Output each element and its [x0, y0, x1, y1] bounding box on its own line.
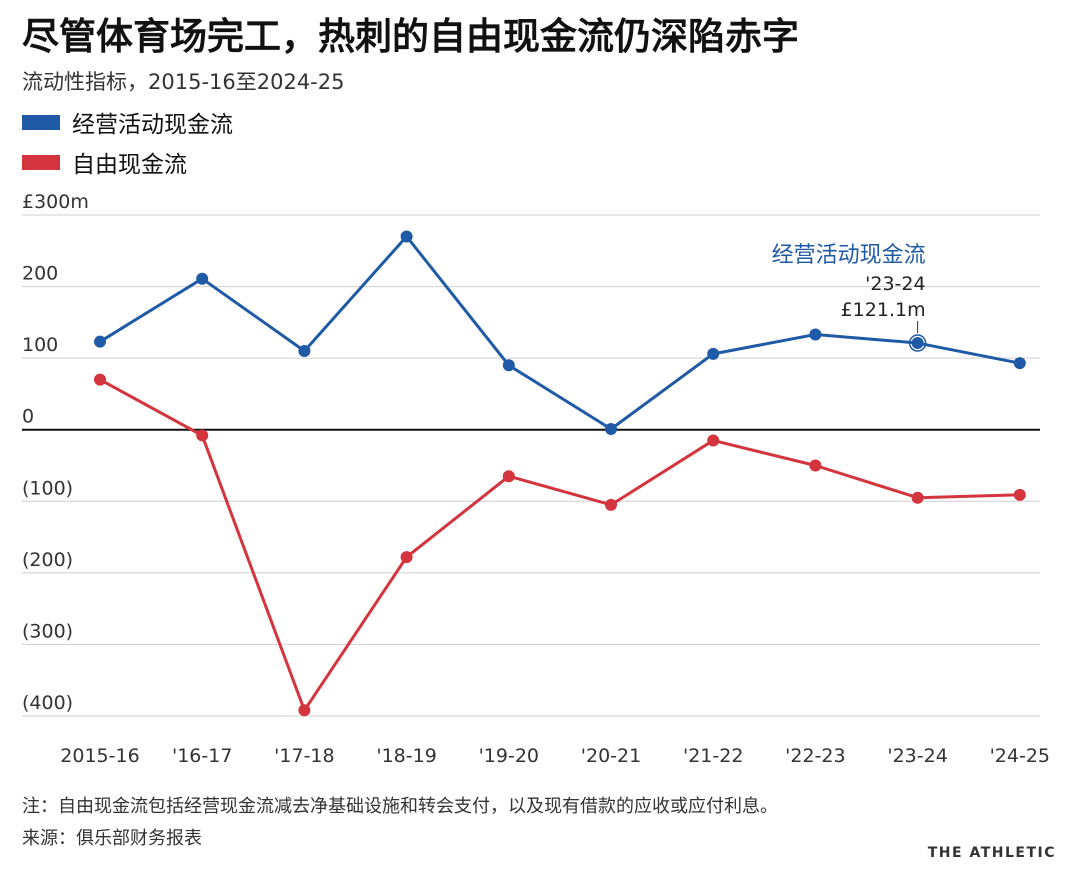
data-point	[196, 272, 209, 285]
x-tick-label: '23-24	[887, 745, 947, 767]
x-tick-label: '17-18	[274, 745, 334, 767]
data-point	[809, 328, 822, 341]
legend-swatch-free	[22, 154, 60, 170]
data-point	[298, 704, 311, 717]
data-point	[400, 230, 413, 243]
data-point	[911, 491, 924, 504]
footnote: 注：自由现金流包括经营现金流减去净基础设施和转会支付，以及现有借款的应收或应付利…	[22, 796, 778, 817]
data-point	[1013, 357, 1026, 370]
legend-item-free: 自由现金流	[22, 142, 233, 182]
x-tick-label: '18-19	[376, 745, 436, 767]
y-tick-label: (400)	[22, 692, 73, 714]
annotation-layer: 经营活动现金流 '23-24 £121.1m	[772, 243, 927, 352]
data-point	[196, 429, 209, 442]
data-point	[400, 551, 413, 564]
data-point	[605, 422, 617, 435]
x-tick-label: '19-20	[479, 745, 539, 767]
y-tick-label: 100	[22, 334, 58, 356]
data-point	[707, 434, 720, 447]
legend-label-operating: 经营活动现金流	[72, 112, 233, 138]
brand-logo: THE ATHLETIC	[927, 845, 1056, 861]
legend-item-operating: 经营活动现金流	[22, 102, 233, 142]
chart-subtitle: 流动性指标，2015-16至2024-25	[22, 70, 345, 94]
y-tick-label: (200)	[22, 549, 73, 571]
y-tick-label: (300)	[22, 620, 73, 642]
x-tick-label: '16-17	[172, 745, 232, 767]
x-tick-label: 2015-16	[60, 745, 139, 767]
x-tick-label: '22-23	[785, 745, 845, 767]
legend: 经营活动现金流 自由现金流	[22, 102, 233, 182]
series-operating-cash-flow	[94, 230, 1026, 435]
data-point	[502, 470, 515, 483]
data-point	[94, 373, 106, 386]
series-free-cash-flow	[94, 373, 1026, 717]
data-point	[502, 359, 515, 372]
y-tick-label: £300m	[22, 191, 89, 213]
legend-swatch-operating	[22, 114, 60, 130]
legend-label-free: 自由现金流	[72, 152, 187, 178]
chart-title: 尽管体育场完工，热刺的自由现金流仍深陷赤字	[22, 15, 799, 58]
x-tick-label: '20-21	[581, 745, 641, 767]
data-point	[605, 498, 617, 511]
annotation-category: '23-24	[865, 273, 925, 295]
annotation-highlight-ring	[908, 334, 927, 352]
data-point	[809, 459, 822, 472]
x-tick-label: '21-22	[683, 745, 743, 767]
data-point	[707, 347, 720, 360]
x-tick-label: '24-25	[990, 745, 1050, 767]
data-point	[298, 344, 311, 357]
series-line	[99, 234, 1021, 431]
data-point	[911, 337, 924, 350]
series-line	[99, 378, 1020, 712]
annotation-series-label: 经营活动现金流	[772, 243, 926, 268]
source-note: 来源：俱乐部财务报表	[22, 828, 202, 849]
data-point	[1013, 488, 1026, 501]
series-layer	[94, 230, 1026, 717]
y-tick-label: (100)	[22, 477, 73, 499]
y-tick-label: 200	[22, 263, 58, 285]
x-axis-ticks: 2015-16 '16-17 '17-18 '18-19 '19-20 '20-21 '21…	[60, 745, 1050, 767]
data-point	[94, 335, 106, 348]
annotation-value: £121.1m	[841, 299, 926, 321]
y-tick-label: 0	[22, 406, 34, 428]
y-axis-ticks: £300m 200 100 0 (100) (200) (300) (400)	[22, 191, 89, 714]
